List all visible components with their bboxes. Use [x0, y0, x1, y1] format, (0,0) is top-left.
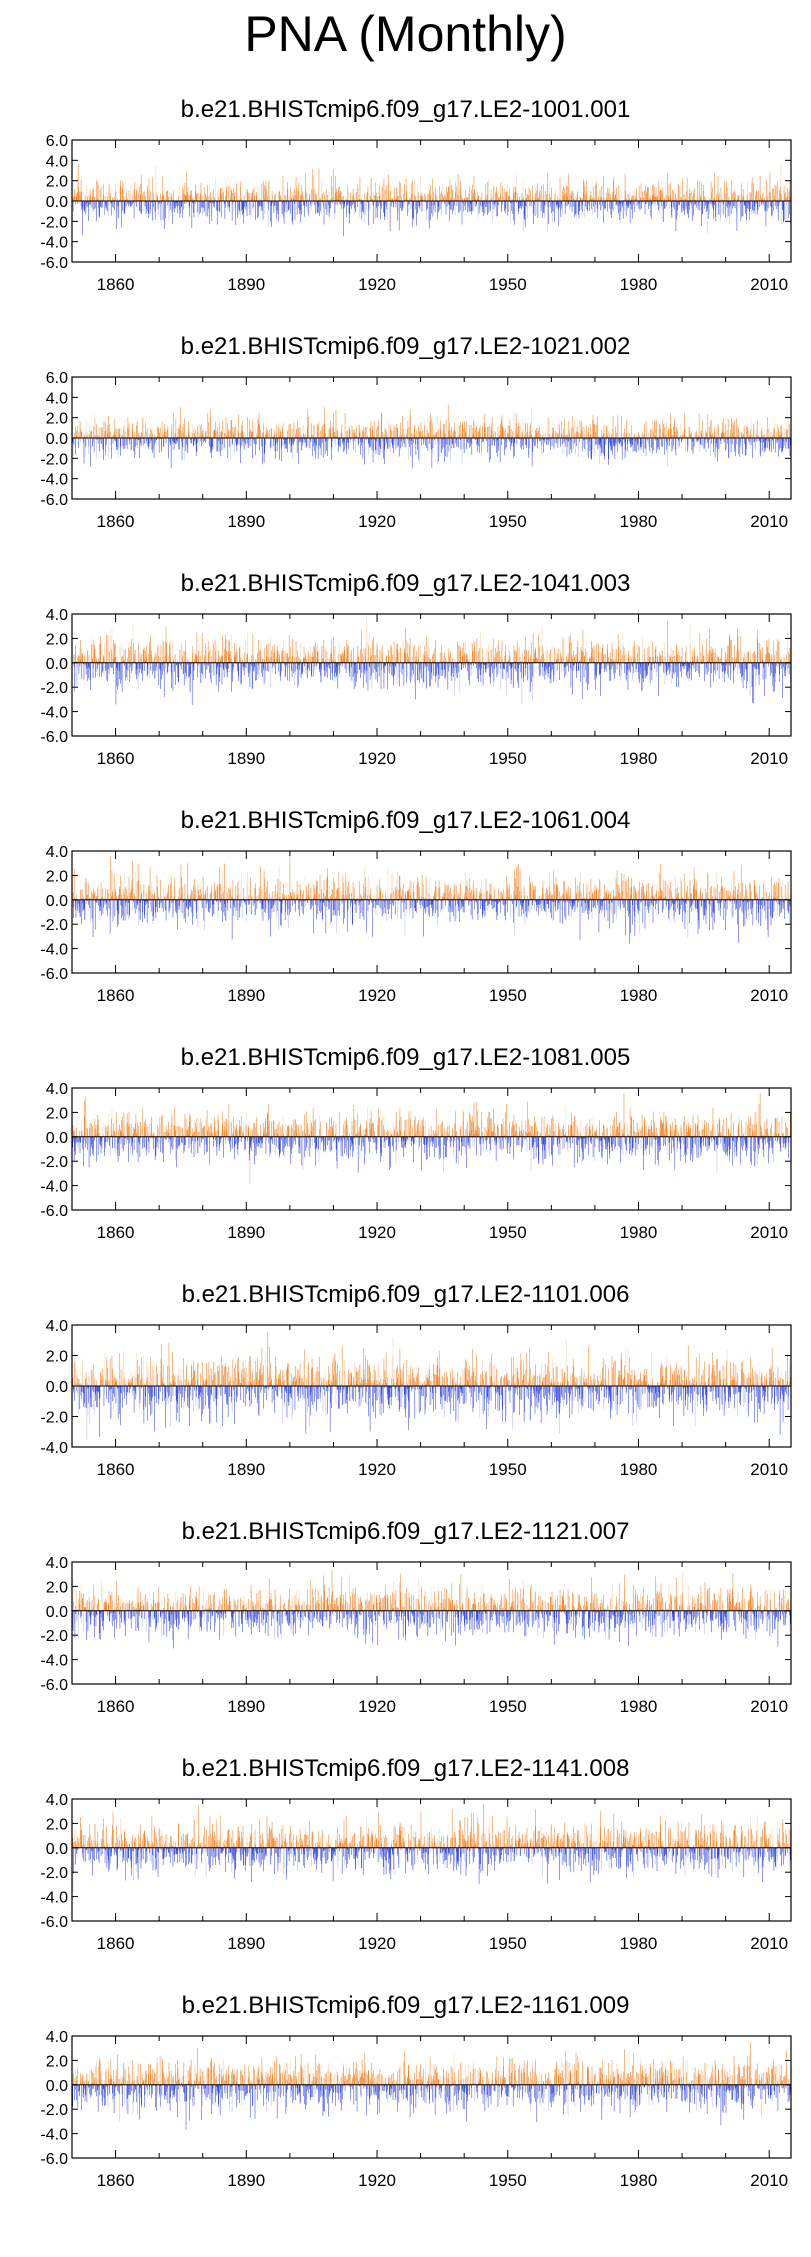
y-tick-label: -2.0 [40, 451, 68, 468]
x-tick-label: 1890 [227, 275, 265, 294]
x-tick-label: 1860 [97, 275, 135, 294]
y-tick-label: -6.0 [40, 492, 68, 509]
panel-chart: 6.0 4.0 2.0 0.0 -2.0 -4.0 -6.0 1860 1890 1920 1950… [0, 124, 811, 361]
panel-title: b.e21.BHISTcmip6.f09_g17.LE2-1041.003 [0, 570, 811, 598]
x-tick-label: 1950 [489, 275, 527, 294]
y-tick-label: 0.0 [46, 431, 68, 448]
y-tick-label: -2.0 [40, 214, 68, 231]
bars [72, 164, 791, 236]
y-tick-label: -6.0 [40, 255, 68, 272]
y-tick-label: 2.0 [46, 174, 68, 191]
x-tick-label: 1980 [620, 275, 658, 294]
x-tick-label: 1860 [97, 512, 135, 531]
x-tick-label: 1950 [489, 512, 527, 531]
y-tick-label: 4.0 [46, 153, 68, 170]
bars [72, 404, 791, 468]
y-tick-label: -4.0 [40, 235, 68, 252]
y-tick-label: 6.0 [46, 133, 68, 150]
x-tick-label: 1920 [358, 512, 396, 531]
y-tick-label: 4.0 [46, 390, 68, 407]
x-tick-label: 2010 [750, 275, 788, 294]
x-tick-label: 1920 [358, 275, 396, 294]
x-tick-label: 2010 [750, 512, 788, 531]
x-tick-label: 1890 [227, 512, 265, 531]
y-tick-label: 6.0 [46, 370, 68, 387]
y-tick-label: 2.0 [46, 411, 68, 428]
panel-chart: 6.0 4.0 2.0 0.0 -2.0 -4.0 -6.0 1860 1890 1920 1950… [0, 361, 811, 598]
panel-title: b.e21.BHISTcmip6.f09_g17.LE2-1021.002 [0, 333, 811, 361]
panel-title: b.e21.BHISTcmip6.f09_g17.LE2-1001.001 [0, 96, 811, 124]
y-tick-label: -4.0 [40, 472, 68, 489]
x-tick-label: 1980 [620, 512, 658, 531]
y-tick-label: 0.0 [46, 194, 68, 211]
bars [72, 619, 791, 705]
